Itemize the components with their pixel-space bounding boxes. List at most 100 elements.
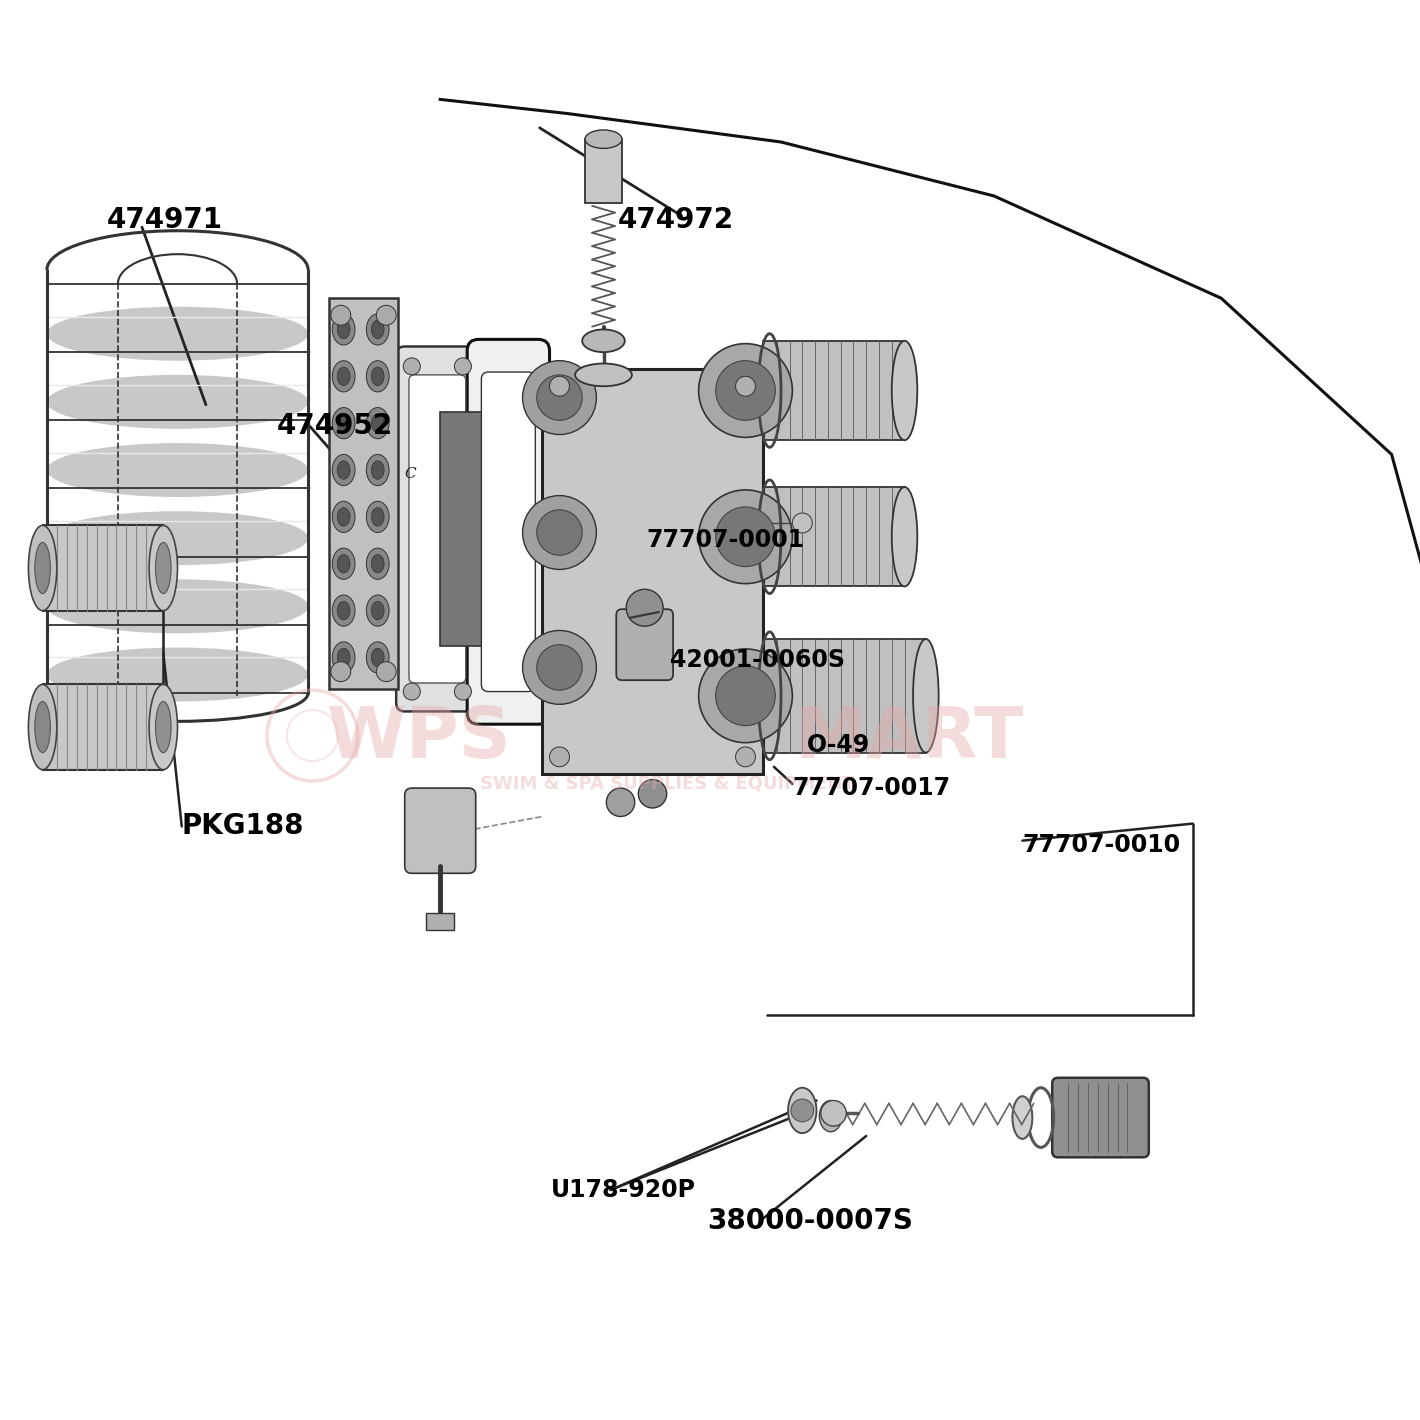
- Text: 77707-0010: 77707-0010: [1022, 834, 1180, 856]
- Ellipse shape: [372, 413, 385, 432]
- Circle shape: [606, 788, 635, 816]
- Text: 38000-0007S: 38000-0007S: [707, 1207, 913, 1235]
- Circle shape: [716, 361, 775, 420]
- Text: C: C: [405, 467, 416, 481]
- Ellipse shape: [156, 701, 172, 753]
- Text: MART: MART: [794, 704, 1024, 772]
- Ellipse shape: [332, 314, 355, 345]
- Circle shape: [699, 649, 792, 743]
- Ellipse shape: [585, 129, 622, 148]
- Ellipse shape: [28, 525, 57, 611]
- Ellipse shape: [149, 525, 178, 611]
- Circle shape: [791, 1099, 814, 1122]
- Ellipse shape: [47, 579, 308, 633]
- FancyBboxPatch shape: [440, 412, 500, 646]
- FancyBboxPatch shape: [763, 487, 905, 586]
- Text: U178-920P: U178-920P: [551, 1179, 696, 1201]
- Ellipse shape: [788, 1088, 816, 1133]
- Circle shape: [454, 683, 471, 700]
- Ellipse shape: [149, 684, 178, 770]
- Text: SWIM & SPA SUPPLIES & EQUIPMENT: SWIM & SPA SUPPLIES & EQUIPMENT: [480, 775, 855, 792]
- Circle shape: [716, 666, 775, 726]
- Ellipse shape: [28, 684, 57, 770]
- Circle shape: [550, 376, 569, 396]
- Text: O-49: O-49: [807, 734, 870, 757]
- Circle shape: [537, 645, 582, 690]
- Ellipse shape: [332, 595, 355, 626]
- Text: 474971: 474971: [106, 206, 223, 234]
- Ellipse shape: [366, 595, 389, 626]
- Circle shape: [331, 662, 351, 682]
- Ellipse shape: [913, 639, 939, 753]
- Ellipse shape: [366, 361, 389, 392]
- FancyBboxPatch shape: [1052, 1078, 1149, 1157]
- Ellipse shape: [47, 375, 308, 429]
- Circle shape: [626, 589, 663, 626]
- Ellipse shape: [575, 364, 632, 386]
- Ellipse shape: [332, 642, 355, 673]
- FancyBboxPatch shape: [467, 339, 550, 724]
- Ellipse shape: [338, 366, 351, 385]
- Circle shape: [537, 375, 582, 420]
- Ellipse shape: [1012, 1096, 1032, 1139]
- Text: 474952: 474952: [277, 412, 393, 440]
- FancyBboxPatch shape: [542, 369, 763, 774]
- Circle shape: [736, 747, 755, 767]
- Text: 474972: 474972: [618, 206, 734, 234]
- Circle shape: [716, 507, 775, 567]
- Circle shape: [699, 490, 792, 584]
- Circle shape: [376, 305, 396, 325]
- Ellipse shape: [372, 648, 385, 666]
- FancyBboxPatch shape: [481, 372, 535, 692]
- Text: 77707-0001: 77707-0001: [646, 528, 804, 551]
- Ellipse shape: [338, 601, 351, 619]
- Ellipse shape: [47, 511, 308, 565]
- Ellipse shape: [332, 548, 355, 579]
- Ellipse shape: [338, 460, 351, 479]
- Circle shape: [523, 496, 596, 569]
- Circle shape: [403, 683, 420, 700]
- Ellipse shape: [47, 307, 308, 361]
- Ellipse shape: [582, 329, 625, 352]
- Ellipse shape: [47, 443, 308, 497]
- Ellipse shape: [34, 542, 51, 594]
- Circle shape: [454, 358, 471, 375]
- Ellipse shape: [338, 413, 351, 432]
- FancyBboxPatch shape: [585, 139, 622, 203]
- FancyBboxPatch shape: [405, 788, 476, 873]
- Text: 42001-0060S: 42001-0060S: [670, 649, 845, 672]
- Ellipse shape: [366, 454, 389, 486]
- FancyBboxPatch shape: [616, 609, 673, 680]
- Ellipse shape: [366, 642, 389, 673]
- Circle shape: [699, 344, 792, 437]
- Circle shape: [403, 358, 420, 375]
- Ellipse shape: [366, 501, 389, 532]
- Ellipse shape: [372, 601, 385, 619]
- Ellipse shape: [892, 487, 917, 586]
- Circle shape: [736, 376, 755, 396]
- Ellipse shape: [332, 361, 355, 392]
- Text: WPS: WPS: [327, 704, 511, 772]
- Ellipse shape: [372, 460, 385, 479]
- Circle shape: [537, 510, 582, 555]
- Ellipse shape: [819, 1100, 842, 1132]
- Circle shape: [639, 780, 667, 808]
- FancyBboxPatch shape: [43, 684, 163, 770]
- Text: 77707-0017: 77707-0017: [792, 777, 950, 799]
- Ellipse shape: [366, 408, 389, 439]
- Circle shape: [331, 305, 351, 325]
- FancyBboxPatch shape: [329, 298, 398, 689]
- Text: PKG188: PKG188: [182, 812, 304, 841]
- FancyBboxPatch shape: [396, 346, 479, 711]
- Ellipse shape: [372, 507, 385, 525]
- Ellipse shape: [366, 314, 389, 345]
- FancyBboxPatch shape: [409, 375, 466, 683]
- Ellipse shape: [892, 341, 917, 440]
- FancyBboxPatch shape: [763, 341, 905, 440]
- Circle shape: [523, 361, 596, 435]
- Circle shape: [792, 513, 812, 532]
- Circle shape: [821, 1100, 846, 1126]
- Ellipse shape: [332, 501, 355, 532]
- Ellipse shape: [338, 507, 351, 525]
- Circle shape: [550, 747, 569, 767]
